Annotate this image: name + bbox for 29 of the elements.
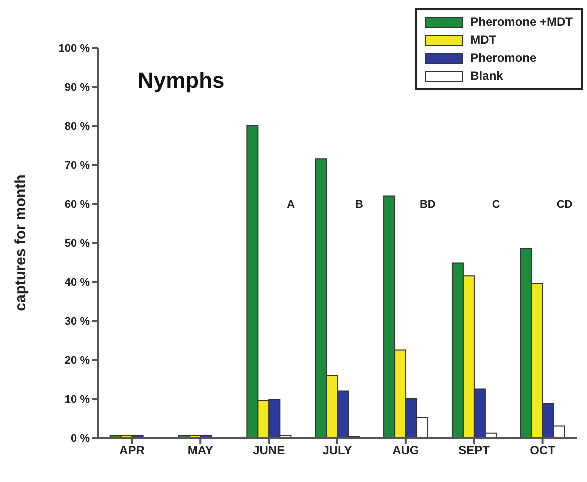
y-tick-label: 100 %	[58, 42, 90, 55]
legend-label: MDT	[470, 33, 497, 47]
y-tick-label: 40 %	[64, 276, 90, 289]
y-tick-label: 80 %	[64, 120, 90, 133]
y-tick-label: 60 %	[64, 198, 90, 211]
y-tick-label: 20 %	[64, 354, 90, 367]
text: Nymphs	[138, 68, 225, 94]
x-tick-label: APR	[120, 444, 146, 458]
x-tick-label: JULY	[322, 444, 352, 458]
y-tick-label: 50 %	[64, 238, 90, 250]
x-tick-label: MAY	[188, 444, 214, 458]
y-tick-label: 70 %	[64, 160, 90, 172]
annotation: C	[492, 198, 500, 211]
x-tick-label: OCT	[530, 444, 556, 458]
annotation: A	[287, 198, 296, 211]
legend-label: Pheromone	[470, 51, 537, 65]
y-axis-title: captures for month	[12, 174, 30, 312]
annotation: BD	[420, 198, 436, 211]
y-tick-label: 0 %	[71, 432, 90, 445]
annotation: CD	[556, 198, 573, 211]
annotation: B	[356, 198, 364, 211]
legend-label: Pheromone +MDT	[470, 15, 573, 29]
y-tick-label: 30 %	[64, 316, 90, 328]
legend-label: Blank	[470, 69, 504, 83]
x-tick-label: SEPT	[458, 444, 491, 458]
y-tick-label: 10 %	[64, 394, 90, 406]
x-tick-label: JUNE	[253, 444, 286, 458]
x-tick-label: AUG	[392, 444, 420, 458]
y-tick-label: 90 %	[64, 82, 90, 94]
